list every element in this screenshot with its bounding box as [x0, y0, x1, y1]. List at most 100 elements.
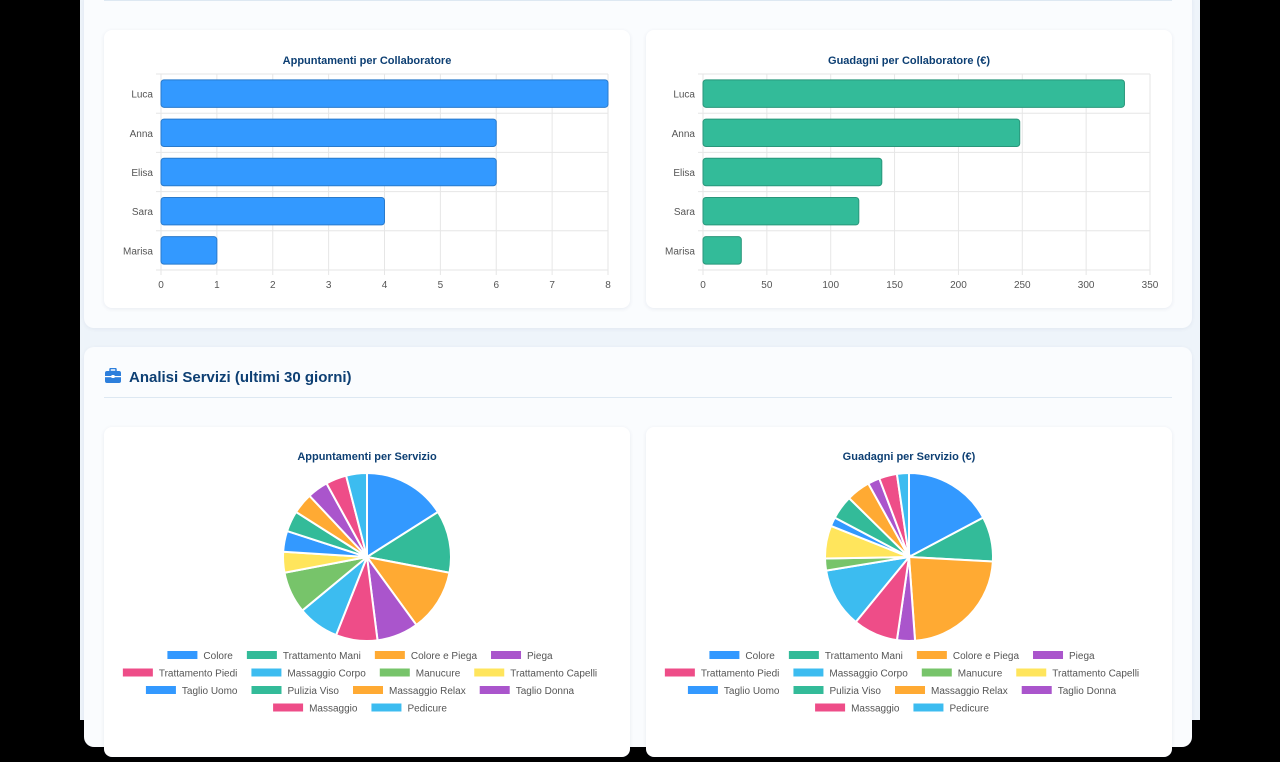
x-tick-label: 350 [1142, 280, 1159, 291]
bar-luca [702, 79, 1125, 108]
y-tick-label: Anna [672, 129, 696, 140]
collaborator-analysis-section: Appuntamenti per Collaboratore 0 1 2 3 4 5 6 7 8 L… [84, 0, 1192, 328]
legend-label: Taglio Donna [1058, 686, 1117, 697]
section-title: Analisi Servizi (ultimi 30 giorni) [129, 369, 352, 386]
legend-label: Trattamento Mani [825, 651, 903, 662]
chart-title: Guadagni per Servizio (€) [843, 451, 976, 463]
legend-swatch [815, 703, 846, 712]
legend-swatch [246, 651, 277, 659]
x-tick-label: 5 [438, 280, 444, 291]
divider [104, 397, 1172, 398]
legend-label: Pulizia Viso [287, 686, 339, 697]
legend-swatch [664, 668, 695, 677]
legend-swatch [479, 686, 510, 694]
legend-label: Taglio Donna [516, 686, 575, 697]
legend-swatch [374, 651, 405, 659]
legend-swatch [1033, 651, 1064, 659]
earnings-bar-chart: Guadagni per Collaboratore (€) 0 50 100 150 2… [665, 55, 1159, 291]
y-tick-label: Luca [673, 90, 695, 101]
x-tick-label: 7 [549, 280, 555, 291]
legend-swatch [709, 651, 740, 659]
legend-swatch [793, 686, 824, 694]
chart-title: Appuntamenti per Collaboratore [283, 55, 452, 67]
legend-label: Taglio Uomo [724, 686, 780, 697]
pie-slice [895, 471, 910, 558]
legend-label: Colore e Piega [953, 651, 1020, 662]
pie-slice [366, 471, 440, 559]
y-tick-label: Marisa [665, 246, 695, 257]
legend-swatch [379, 668, 410, 677]
pie-slice [344, 471, 368, 558]
y-tick-label: Elisa [131, 168, 153, 179]
earnings-pie-chart: Guadagni per Servizio (€) Colore Trattamen… [664, 451, 1139, 715]
y-tick-label: Sara [132, 207, 154, 218]
legend-label: Massaggio [309, 704, 358, 715]
x-tick-label: 8 [605, 280, 611, 291]
bar-elisa [160, 157, 497, 187]
x-tick-label: 50 [761, 280, 773, 291]
legend-label: Trattamento Piedi [159, 669, 238, 680]
x-tick-label: 2 [270, 280, 276, 291]
x-tick-label: 150 [886, 280, 903, 291]
legend-swatch [122, 668, 153, 677]
bar-sara [702, 196, 860, 226]
legend-swatch [491, 651, 522, 659]
legend-swatch [145, 686, 176, 694]
bar-luca [160, 79, 609, 108]
x-tick-label: 250 [1014, 280, 1031, 291]
legend-swatch [687, 686, 718, 694]
legend-swatch [353, 686, 384, 694]
legend-label: Colore [745, 651, 775, 662]
legend-label: Massaggio Corpo [287, 669, 366, 680]
legend-swatch [921, 668, 952, 677]
x-tick-label: 6 [493, 280, 499, 291]
services-analysis-section: Analisi Servizi (ultimi 30 giorni) Appun… [84, 347, 1192, 757]
legend-label: Pulizia Viso [829, 686, 881, 697]
pie-slice [364, 510, 452, 574]
legend-label: Trattamento Capelli [1052, 669, 1139, 680]
legend-swatch [251, 686, 282, 694]
legend-swatch [1016, 668, 1047, 677]
legend-label: Massaggio [851, 704, 900, 715]
legend-label: Taglio Uomo [182, 686, 238, 697]
legend-label: Manucure [416, 669, 461, 680]
x-tick-label: 3 [326, 280, 332, 291]
y-tick-label: Marisa [123, 246, 153, 257]
briefcase-icon [105, 368, 121, 383]
legend-label: Piega [1069, 651, 1095, 662]
x-tick-label: 4 [382, 280, 388, 291]
appointments-per-service-card: Appuntamenti per Servizio Colore Trattamen… [104, 427, 630, 757]
legend-swatch [167, 651, 198, 659]
legend-swatch [371, 703, 402, 712]
legend-label: Trattamento Piedi [701, 669, 780, 680]
appointments-pie-chart: Appuntamenti per Servizio Colore Trattamen… [122, 451, 597, 715]
y-tick-label: Anna [130, 129, 154, 140]
legend-swatch [273, 703, 304, 712]
bar-anna [160, 118, 497, 148]
x-tick-label: 200 [950, 280, 967, 291]
chart-title: Appuntamenti per Servizio [297, 451, 437, 463]
appointments-per-collaborator-card: Appuntamenti per Collaboratore 0 1 2 3 4 5 6 7 8 L… [104, 30, 630, 308]
y-tick-label: Sara [674, 207, 696, 218]
appointments-bar-chart: Appuntamenti per Collaboratore 0 1 2 3 4 5 6 7 8 L… [123, 55, 611, 291]
legend-label: Pedicure [949, 704, 989, 715]
pie-slice [907, 555, 994, 642]
legend-swatch [1021, 686, 1052, 694]
legend-swatch [793, 668, 824, 677]
pie-slice [364, 555, 451, 627]
x-tick-label: 1 [214, 280, 220, 291]
legend-swatch [913, 703, 944, 712]
earnings-per-service-card: Guadagni per Servizio (€) Colore Trattamen… [646, 427, 1172, 757]
legend-swatch [251, 668, 282, 677]
legend-label: Trattamento Mani [283, 651, 361, 662]
x-tick-label: 0 [700, 280, 706, 291]
legend-label: Colore [203, 651, 233, 662]
legend-label: Colore e Piega [411, 651, 478, 662]
bar-marisa [702, 236, 742, 265]
divider [104, 0, 1172, 1]
legend-label: Manucure [958, 669, 1003, 680]
legend-swatch [916, 651, 947, 659]
legend-swatch [895, 686, 926, 694]
bar-anna [702, 118, 1021, 148]
chart-title: Guadagni per Collaboratore (€) [828, 55, 990, 67]
